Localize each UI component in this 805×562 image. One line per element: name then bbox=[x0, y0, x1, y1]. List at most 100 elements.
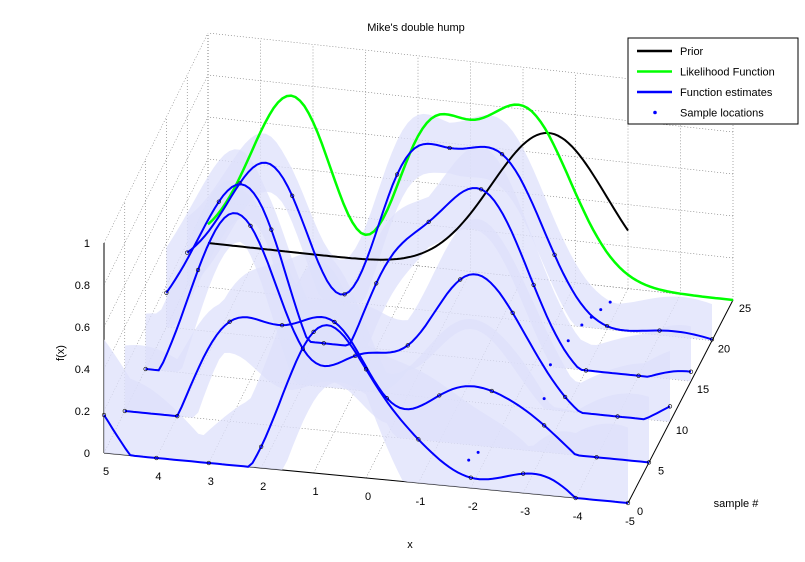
estimate-marker bbox=[321, 341, 326, 346]
estimate-marker bbox=[154, 455, 159, 461]
sample-location-dot bbox=[476, 450, 480, 454]
estimate-marker bbox=[269, 227, 274, 232]
estimate-marker bbox=[468, 475, 473, 480]
sample-location-dot bbox=[542, 397, 546, 401]
estimate-marker bbox=[405, 343, 410, 348]
sample-location-dot bbox=[548, 363, 552, 367]
x-tick-label: 2 bbox=[260, 481, 266, 493]
estimate-marker bbox=[279, 323, 285, 328]
grid-line-back-z bbox=[207, 74, 734, 133]
estimate-marker bbox=[499, 152, 505, 157]
legend: Prior Likelihood Function Function estimat… bbox=[627, 37, 799, 125]
estimate-marker bbox=[667, 404, 673, 409]
legend-entry-label: Likelihood Function bbox=[680, 67, 775, 79]
uncertainty-bands bbox=[104, 113, 712, 503]
sample-location-dot bbox=[580, 323, 584, 327]
estimate-marker bbox=[646, 460, 652, 465]
x-tick-label: -1 bbox=[416, 496, 426, 508]
legend-swatch-dot bbox=[653, 110, 657, 115]
y-tick-label: 5 bbox=[658, 465, 664, 477]
sample-location-dot bbox=[467, 458, 471, 462]
estimate-marker bbox=[657, 328, 662, 333]
estimate-marker bbox=[479, 187, 484, 192]
estimate-marker bbox=[583, 368, 589, 373]
estimate-marker bbox=[248, 223, 253, 228]
estimate-marker bbox=[122, 408, 127, 414]
estimate-marker bbox=[615, 414, 620, 419]
x-tick-label: 5 bbox=[103, 466, 109, 478]
estimate-marker bbox=[573, 495, 578, 501]
estimate-marker bbox=[625, 500, 631, 506]
legend-entry-label: Function estimates bbox=[680, 87, 773, 99]
estimate-marker bbox=[374, 281, 379, 286]
estimate-marker bbox=[426, 219, 431, 225]
estimate-marker bbox=[342, 292, 347, 297]
series-estimate-line bbox=[124, 315, 650, 464]
legend-entry-label: Sample locations bbox=[680, 108, 764, 120]
estimate-marker bbox=[594, 455, 599, 460]
z-axis-label: f(x) bbox=[55, 345, 67, 361]
sample-location-dot bbox=[608, 300, 612, 304]
x-axis-label: x bbox=[407, 539, 413, 551]
estimate-marker bbox=[437, 393, 442, 398]
y-tick-label: 20 bbox=[718, 344, 730, 356]
x-tick-label: -4 bbox=[573, 511, 583, 523]
estimate-marker bbox=[290, 193, 295, 198]
estimate-marker bbox=[447, 145, 452, 151]
estimate-marker bbox=[332, 319, 337, 325]
estimate-marker bbox=[521, 471, 526, 476]
estimate-marker bbox=[531, 282, 536, 288]
estimate-marker bbox=[363, 367, 369, 372]
series-estimate-line bbox=[103, 324, 629, 504]
z-tick-label: 0.8 bbox=[75, 280, 90, 292]
y-axis-label: sample # bbox=[714, 498, 760, 510]
z-tick-label: 0.6 bbox=[75, 322, 90, 334]
estimate-marker bbox=[552, 252, 557, 257]
estimate-marker bbox=[636, 373, 641, 378]
estimate-marker bbox=[542, 423, 547, 428]
sample-location-dot bbox=[599, 308, 603, 312]
estimate-marker bbox=[259, 444, 264, 449]
x-tick-label: -3 bbox=[520, 506, 530, 518]
chart-title: Mike's double hump bbox=[367, 22, 465, 34]
estimate-marker bbox=[227, 319, 232, 324]
uncertainty-band bbox=[124, 251, 650, 463]
sample-location-dot bbox=[566, 339, 570, 343]
x-tick-label: 3 bbox=[208, 476, 214, 488]
x-tick-label: 1 bbox=[313, 486, 319, 498]
estimate-marker bbox=[206, 460, 211, 466]
uncertainty-band bbox=[145, 180, 671, 422]
estimate-marker bbox=[688, 369, 694, 374]
y-tick-label: 0 bbox=[637, 506, 643, 518]
sample-location-dot bbox=[589, 315, 593, 319]
z-tick-label: 0.4 bbox=[75, 364, 90, 376]
x-tick-label: -2 bbox=[468, 501, 478, 513]
estimate-marker bbox=[216, 199, 221, 204]
series-estimate-line bbox=[145, 212, 671, 421]
grid-line-side-z bbox=[103, 158, 209, 370]
estimate-marker bbox=[416, 437, 421, 442]
tick-labels: -5 -4 -3 -2 -1 0 1 2 3 4 5 0 5 10 15 20 25 0 0.2 0.4 0.6 0.8 1 bbox=[75, 238, 751, 528]
x-tick-label: -5 bbox=[625, 516, 635, 528]
grid-line-side-z bbox=[103, 116, 209, 328]
uncertainty-band bbox=[104, 261, 628, 503]
estimate-marker bbox=[510, 310, 515, 315]
estimate-marker bbox=[143, 366, 148, 372]
legend-box bbox=[627, 37, 799, 125]
series-likelihood-line bbox=[207, 94, 734, 302]
grid-line-side-z bbox=[103, 74, 209, 286]
grid-line-side-z bbox=[103, 32, 209, 244]
legend-items: Prior Likelihood Function Function estimat… bbox=[637, 46, 775, 120]
legend-entry-label: Prior bbox=[680, 46, 704, 58]
estimate-marker bbox=[395, 172, 400, 177]
y-axis-line bbox=[627, 299, 734, 504]
series-estimate-line bbox=[186, 142, 713, 341]
estimate-marker bbox=[604, 323, 610, 329]
estimate-marker bbox=[185, 250, 190, 255]
y-tick-label: 25 bbox=[739, 303, 751, 315]
y-tick-label: 10 bbox=[676, 425, 688, 437]
estimate-marker bbox=[164, 290, 169, 295]
estimate-marker bbox=[563, 394, 568, 400]
x-tick-label: 0 bbox=[365, 491, 371, 503]
